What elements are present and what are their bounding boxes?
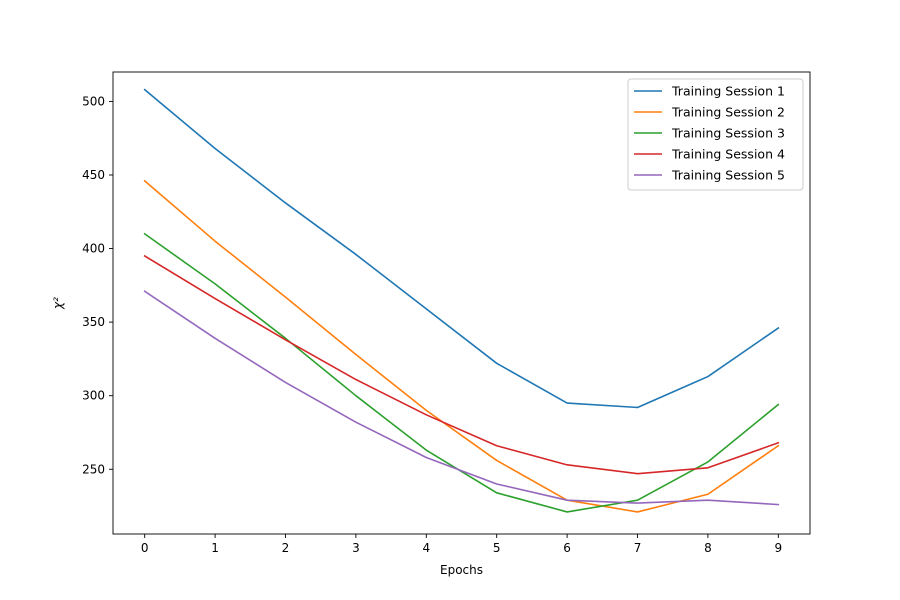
y-tick-label: 450 <box>82 168 105 182</box>
plot-area <box>143 88 780 513</box>
x-tick-label: 3 <box>352 541 360 555</box>
x-tick-label: 8 <box>704 541 712 555</box>
x-tick-label: 9 <box>774 541 782 555</box>
series-line-2 <box>143 179 780 513</box>
y-tick-label: 400 <box>82 242 105 256</box>
legend-label-4: Training Session 4 <box>671 147 785 162</box>
series-line-4 <box>143 254 780 475</box>
series-line-5 <box>143 290 780 506</box>
x-tick-label: 7 <box>634 541 642 555</box>
legend-box <box>627 78 804 191</box>
y-tick-label: 500 <box>82 94 105 108</box>
x-tick-label: 5 <box>493 541 501 555</box>
x-tick-label: 2 <box>282 541 290 555</box>
x-tick-label: 1 <box>211 541 219 555</box>
plot-frame <box>112 71 811 535</box>
legend-label-2: Training Session 2 <box>671 105 785 120</box>
x-tick-label: 0 <box>141 541 149 555</box>
y-tick-label: 350 <box>82 315 105 329</box>
x-axis-label: Epochs <box>440 563 483 577</box>
legend-label-1: Training Session 1 <box>671 84 785 99</box>
y-tick-label: 300 <box>82 389 105 403</box>
y-axis-label: χ² <box>51 297 65 310</box>
y-tick-label: 250 <box>82 462 105 476</box>
legend-label-3: Training Session 3 <box>671 126 785 141</box>
series-line-1 <box>143 88 780 409</box>
axes: 0 1 2 3 4 5 6 7 8 9 250 300 350 400 450 500 <box>82 71 811 555</box>
x-tick-label: 4 <box>422 541 430 555</box>
legend-label-5: Training Session 5 <box>671 168 785 183</box>
legend: Training Session 1 Training Session 2 Trai… <box>627 78 804 191</box>
x-tick-label: 6 <box>563 541 571 555</box>
